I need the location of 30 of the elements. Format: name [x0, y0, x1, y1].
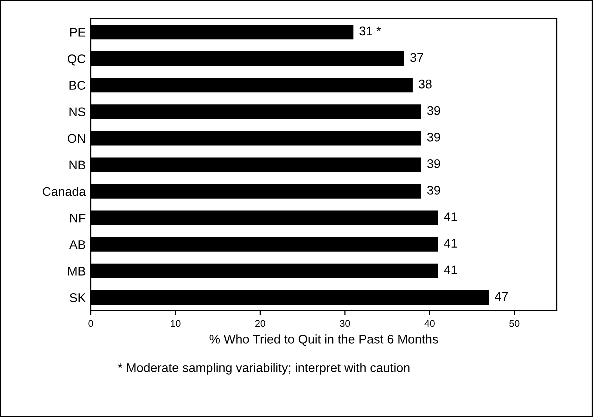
data-label: 38 [418, 80, 432, 89]
data-label: 37 [410, 53, 424, 62]
data-label: 41 [444, 266, 458, 274]
data-label: 39 [427, 132, 440, 142]
x-axis-title: % Who Tried to Quit in the Past 6 Months [210, 334, 438, 346]
data-label: 39 [427, 186, 440, 195]
data-label: 31 * [360, 26, 382, 36]
y-tick-label: QC [68, 54, 86, 66]
y-tick-label: MB [68, 267, 86, 276]
x-tick-label: 40 [424, 320, 435, 328]
text: * Moderate sampling variability; interpret with caution [118, 363, 410, 375]
x-tick-label: 50 [510, 320, 520, 328]
data-label: 41 [444, 239, 458, 248]
y-tick-label: NB [70, 160, 86, 170]
y-tick-label: NS [70, 108, 86, 117]
y-tick-label: NF [70, 214, 86, 223]
y-tick-label: AB [69, 240, 86, 250]
data-label: 39 [427, 106, 440, 116]
x-tick-label: 20 [256, 320, 266, 328]
data-label: 39 [427, 160, 440, 168]
data-label: 47 [495, 292, 508, 301]
data-label: 41 [444, 212, 458, 222]
y-tick-label: Canada [42, 187, 86, 196]
y-tick-label: BC [70, 81, 86, 90]
x-tick-label: 0 [88, 320, 94, 328]
y-tick-label: PE [70, 28, 86, 37]
x-tick-label: 10 [171, 320, 181, 328]
y-tick-label: ON [68, 134, 86, 144]
x-tick-label: 30 [340, 320, 350, 328]
y-tick-label: SK [70, 294, 86, 302]
